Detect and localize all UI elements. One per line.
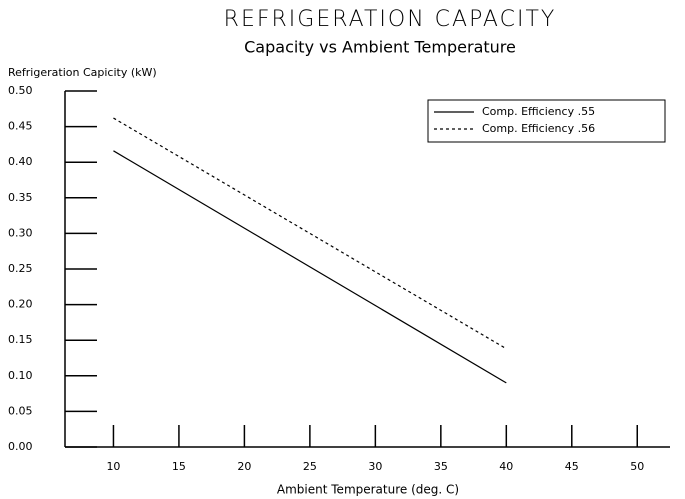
- legend-label: Comp. Efficiency .55: [482, 105, 595, 118]
- y-tick-label: 0.30: [8, 226, 33, 239]
- x-tick-label: 45: [565, 460, 579, 473]
- x-axis-label: Ambient Temperature (deg. C): [277, 483, 459, 497]
- y-tick-label: 0.25: [8, 262, 33, 275]
- x-tick-label: 20: [237, 460, 251, 473]
- x-tick-label: 10: [106, 460, 120, 473]
- x-tick-label: 35: [434, 460, 448, 473]
- y-axis-label: Refrigeration Capicity (kW): [8, 66, 157, 79]
- series-line: [113, 117, 507, 350]
- y-tick-label: 0.10: [8, 369, 33, 382]
- y-tick-label: 0.15: [8, 333, 33, 346]
- y-tick-label: 0.40: [8, 155, 33, 168]
- y-tick-label: 0.00: [8, 440, 33, 453]
- y-tick-label: 0.35: [8, 191, 33, 204]
- chart-subtitle: Capacity vs Ambient Temperature: [244, 38, 516, 57]
- x-tick-label: 50: [630, 460, 644, 473]
- x-tick-label: 25: [303, 460, 317, 473]
- x-tick-label: 15: [172, 460, 186, 473]
- y-tick-label: 0.50: [8, 84, 33, 97]
- y-tick-label: 0.20: [8, 298, 33, 311]
- series-line: [113, 150, 507, 384]
- legend-box: [427, 99, 666, 143]
- x-tick-label: 40: [499, 460, 513, 473]
- y-tick-label: 0.45: [8, 120, 33, 133]
- legend-label: Comp. Efficiency .56: [482, 122, 595, 135]
- chart-title: REFRIGERATION CAPACITY: [224, 7, 557, 32]
- x-tick-label: 30: [368, 460, 382, 473]
- y-tick-label: 0.05: [8, 404, 33, 417]
